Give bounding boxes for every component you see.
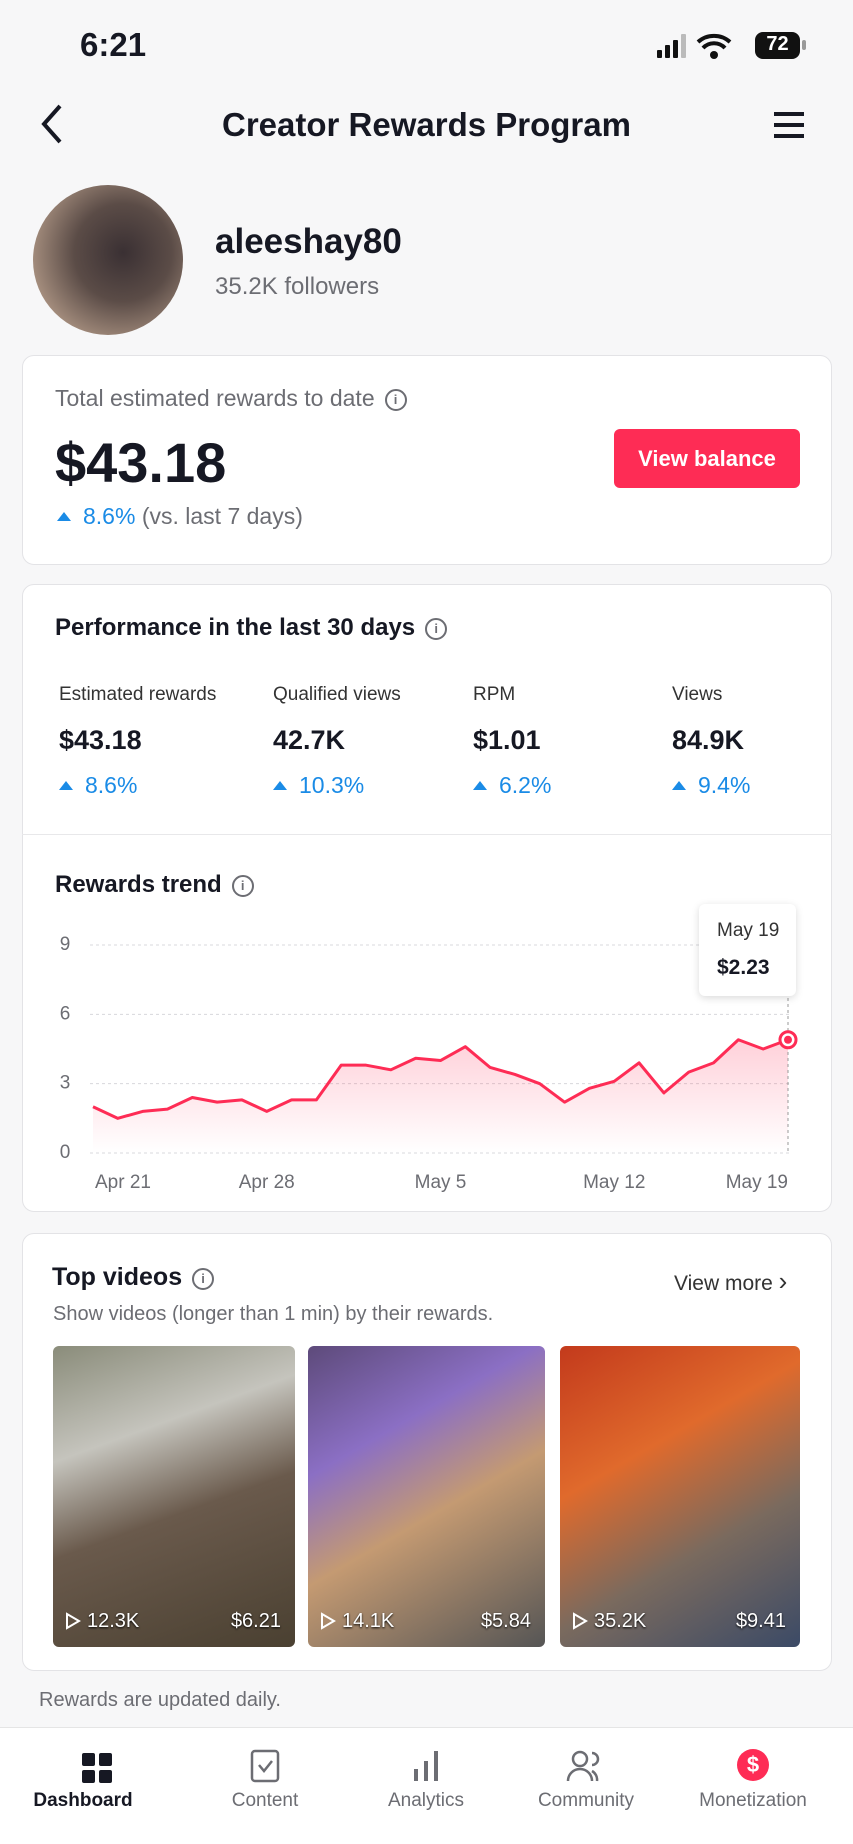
tooltip-date: May 19	[717, 920, 780, 941]
tooltip-value: $2.23	[717, 956, 770, 979]
video-thumbnail[interactable]: 14.1K $5.84	[308, 1346, 545, 1647]
metric-value: $1.01	[473, 725, 541, 755]
chart-title: Rewards trend i	[55, 871, 254, 899]
highlight-dot	[784, 1035, 792, 1044]
metric-value: $43.18	[59, 725, 142, 755]
x-tick-label: May 19	[726, 1172, 788, 1193]
y-tick-label: 3	[60, 1073, 71, 1094]
x-tick-label: Apr 28	[239, 1172, 295, 1193]
metric-change: 9.4%	[672, 772, 750, 799]
nav-label: Analytics	[387, 1790, 465, 1811]
metric-change-value: 10.3%	[299, 772, 365, 798]
metric-label: Estimated rewards	[59, 684, 217, 705]
nav-label: Content	[231, 1790, 299, 1811]
status-time: 6:21	[80, 26, 147, 63]
metric-value: 84.9K	[672, 725, 745, 755]
battery-level: 72	[766, 33, 789, 55]
metric-change-value: 9.4%	[698, 772, 751, 798]
nav-label: Dashboard	[33, 1790, 133, 1811]
status-icons	[657, 32, 806, 59]
nav-label: Monetization	[699, 1790, 807, 1811]
view-more[interactable]: View more ›	[674, 1266, 788, 1296]
video-views: 14.1K	[320, 1610, 394, 1633]
nav-label: Community	[537, 1790, 635, 1811]
nav-icons: $	[82, 1749, 769, 1783]
performance-title: Performance in the last 30 days i	[55, 614, 448, 642]
video-rewards: $5.84	[480, 1610, 531, 1632]
view-more-text: View more	[674, 1272, 773, 1295]
video-rewards: $9.41	[735, 1610, 786, 1632]
performance-title-text: Performance in the last 30 days	[55, 614, 416, 641]
metric-label: Views	[672, 684, 723, 705]
menu-button[interactable]	[772, 110, 806, 140]
x-tick-label: May 12	[583, 1172, 645, 1193]
video-thumbnail[interactable]: 35.2K $9.41	[560, 1346, 800, 1647]
metric-change-value: 6.2%	[499, 772, 552, 798]
metric-change-value: 8.6%	[85, 772, 138, 798]
svg-text:$: $	[747, 1752, 759, 1777]
top-videos-title-text: Top videos	[52, 1263, 183, 1291]
video-views: 12.3K	[65, 1610, 139, 1633]
total-change: 8.6% (vs. last 7 days)	[57, 503, 303, 530]
top-videos-title: Top videos i	[52, 1263, 215, 1292]
view-balance-button[interactable]: View balance	[614, 429, 800, 488]
area	[93, 1039, 788, 1153]
followers: 35.2K followers	[215, 273, 380, 300]
metric-label: Qualified views	[273, 684, 401, 705]
y-tick-label: 6	[60, 1003, 71, 1024]
video-rewards: $6.21	[230, 1610, 281, 1632]
comparison: (vs. last 7 days)	[141, 503, 303, 529]
chart-title-text: Rewards trend	[55, 871, 222, 898]
top-videos-subtitle: Show videos (longer than 1 min) by their…	[53, 1303, 494, 1325]
total-label: Total estimated rewards to date i	[55, 385, 407, 412]
metric-change: 6.2%	[473, 772, 551, 799]
metric-change: 8.6%	[59, 772, 137, 799]
footnote: Rewards are updated daily.	[39, 1689, 281, 1711]
x-tick-label: Apr 21	[95, 1172, 151, 1193]
bottom-nav	[0, 1727, 853, 1844]
total-amount: $43.18	[55, 431, 227, 494]
tooltip: May 19 $2.23	[699, 904, 796, 996]
avatar[interactable]	[33, 185, 183, 335]
video-views: 35.2K	[572, 1610, 646, 1633]
change-percent: 8.6%	[83, 503, 136, 529]
divider	[22, 834, 832, 835]
metric-value: 42.7K	[273, 725, 346, 755]
y-tick-label: 9	[60, 934, 71, 955]
metric-label: RPM	[473, 684, 516, 705]
total-label-text: Total estimated rewards to date	[55, 385, 375, 411]
x-tick-label: May 5	[415, 1172, 467, 1193]
metric-change: 10.3%	[273, 772, 364, 799]
video-thumbnail[interactable]: 12.3K $6.21	[53, 1346, 295, 1647]
page-title: Creator Rewards Program	[222, 106, 631, 143]
y-tick-label: 0	[60, 1142, 71, 1163]
line	[92, 1038, 789, 1120]
back-button[interactable]	[38, 102, 68, 146]
username: aleeshay80	[215, 222, 402, 261]
